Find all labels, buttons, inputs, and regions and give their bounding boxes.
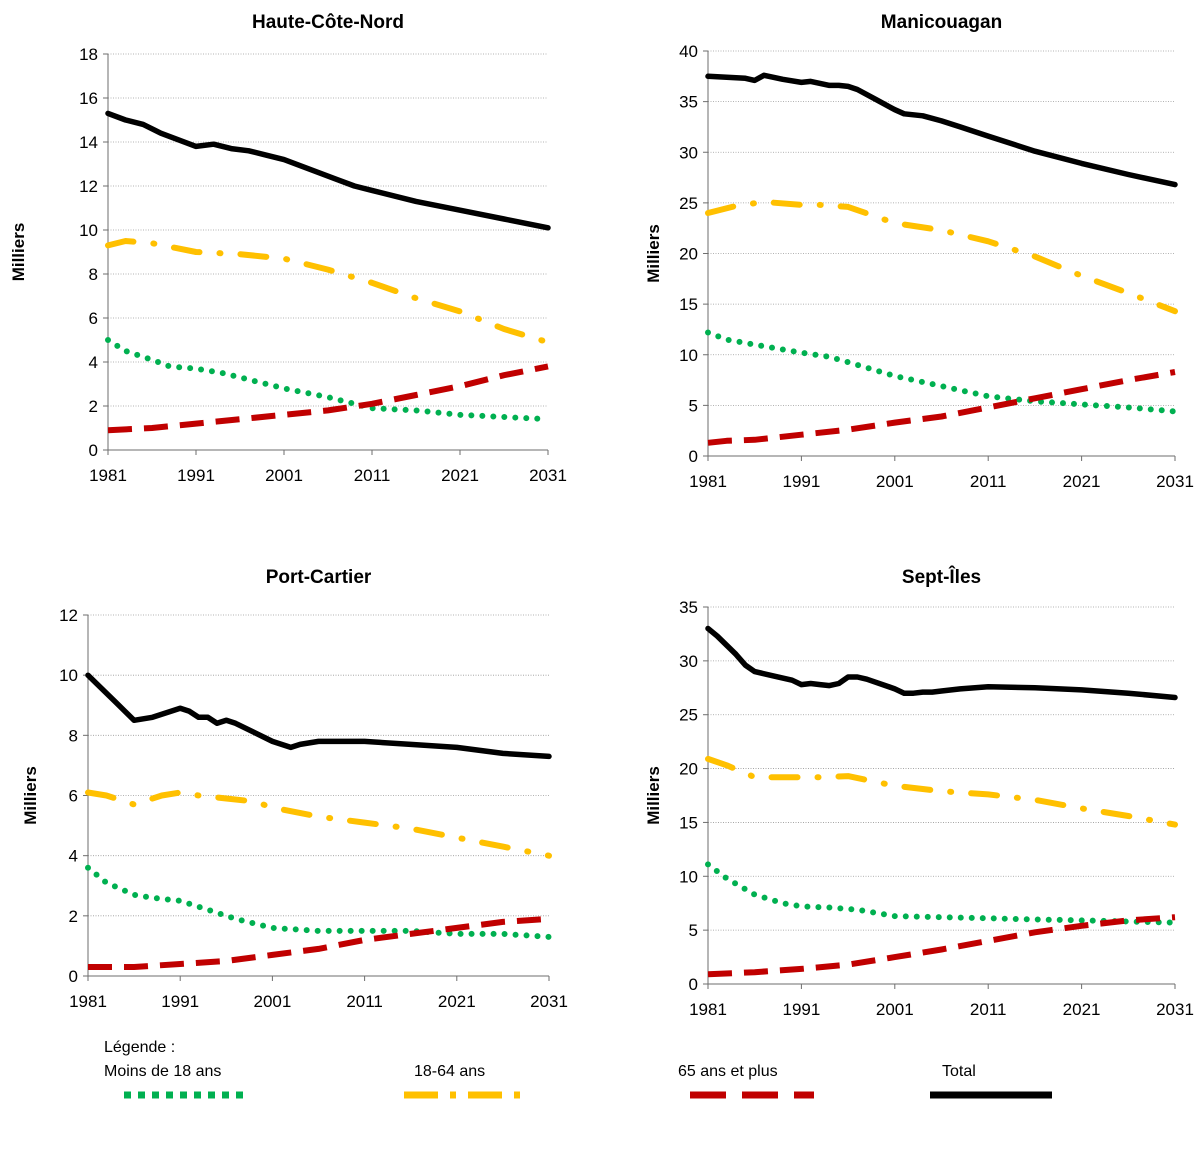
chart-1-y-tick-label: 8	[89, 265, 98, 284]
chart-1-y-tick-label: 2	[89, 397, 98, 416]
chart-4-y-tick-label: 10	[679, 867, 698, 886]
chart-1-y-tick-label: 0	[89, 441, 98, 460]
chart-4-y-tick-label: 5	[689, 921, 698, 940]
chart-2-y-tick-label: 30	[679, 143, 698, 162]
chart-1-x-tick-label: 2031	[529, 466, 567, 485]
chart-1-y-tick-label: 18	[79, 45, 98, 64]
chart-2-y-tick-label: 20	[679, 245, 698, 264]
chart-4-x-tick-label: 2001	[876, 1000, 914, 1019]
chart-3-x-tick-label: 1981	[69, 992, 107, 1011]
chart-1-y-tick-label: 12	[79, 177, 98, 196]
chart-4: Sept-Îles 0 5 10 15 20 25 30 35 1981 1991 2001 2011 2…	[644, 566, 1194, 1019]
chart-2-y-tick-label: 15	[679, 295, 698, 314]
chart-3-y-tick-label: 0	[69, 967, 78, 986]
chart-1-series-65-ans-et-plus	[107, 363, 549, 434]
chart-3-x-tick-label: 2011	[346, 992, 383, 1011]
chart-4-x-tick-label: 2011	[970, 1000, 1007, 1019]
chart-2-series-total	[705, 72, 1178, 188]
legend-label-total: Total	[942, 1063, 976, 1080]
chart-4-y-tick-label: 15	[679, 813, 698, 832]
chart-3-x-tick-label: 2031	[530, 992, 568, 1011]
chart-4-y-tick-label: 0	[689, 975, 698, 994]
chart-2-y-tick-label: 35	[679, 93, 698, 112]
chart-2-y-tick-label: 10	[679, 346, 698, 365]
chart-2-x-tick-label: 2001	[876, 472, 914, 491]
chart-3-y-tick-label: 2	[69, 907, 78, 926]
chart-1-y-tick-label: 6	[89, 309, 98, 328]
chart-4-y-tick-label: 25	[679, 706, 698, 725]
chart-3-title: Port-Cartier	[266, 567, 372, 588]
chart-1-series-18-64-ans	[105, 238, 551, 346]
chart-4-y-axis-title: Milliers	[644, 766, 663, 825]
chart-4-series-moins-de-18-ans	[705, 861, 1178, 926]
chart-3-series-total	[85, 672, 552, 760]
chart-4-title: Sept-Îles	[902, 566, 981, 588]
chart-3-x-tick-label: 2001	[253, 992, 291, 1011]
chart-3-y-tick-label: 8	[69, 726, 78, 745]
legend-label-65-ans-et-plus: 65 ans et plus	[678, 1063, 778, 1080]
chart-3-x-tick-label: 2021	[438, 992, 476, 1011]
legend-heading: Légende :	[104, 1039, 175, 1056]
chart-1-series-total	[105, 110, 551, 231]
chart-3-series-65-ans-et-plus	[88, 915, 550, 970]
chart-2-series-moins-de-18-ans	[705, 329, 1178, 415]
chart-1-y-tick-label: 16	[79, 89, 98, 108]
legend-label-18-64-ans: 18-64 ans	[414, 1063, 485, 1080]
chart-1-series-moins-de-18-ans	[105, 337, 551, 423]
chart-2-y-tick-label: 0	[689, 447, 698, 466]
chart-4-x-tick-label: 1981	[689, 1000, 727, 1019]
chart-1-title: Haute-Côte-Nord	[252, 12, 404, 33]
chart-1-y-axis-title: Milliers	[9, 223, 28, 282]
chart-2-x-tick-label: 2031	[1156, 472, 1194, 491]
chart-3-y-tick-label: 12	[59, 606, 78, 625]
chart-1: Haute-Côte-Nord 0 2 4 6 8 10 12 14 16 18 1981 1991 20…	[9, 12, 567, 485]
chart-2: Manicouagan 0 5 10 15 20 25 30 35 40 1981 1991 2001 2…	[644, 12, 1194, 491]
chart-2-title: Manicouagan	[881, 12, 1002, 33]
chart-4-y-tick-label: 20	[679, 760, 698, 779]
chart-4-x-tick-label: 2021	[1063, 1000, 1101, 1019]
chart-1-y-tick-label: 4	[89, 353, 98, 372]
chart-2-x-tick-label: 1991	[782, 472, 820, 491]
chart-2-y-tick-label: 40	[679, 42, 698, 61]
chart-4-series-total	[705, 625, 1178, 701]
chart-1-y-tick-label: 14	[79, 133, 98, 152]
chart-4-x-tick-label: 1991	[782, 1000, 820, 1019]
chart-1-x-tick-label: 1981	[89, 466, 127, 485]
chart-2-series-18-64-ans	[705, 198, 1178, 315]
chart-3-y-tick-label: 4	[69, 847, 78, 866]
chart-4-y-tick-label: 35	[679, 598, 698, 617]
chart-1-x-tick-label: 2001	[265, 466, 303, 485]
chart-2-series-65-ans-et-plus	[707, 369, 1176, 446]
chart-3-series-18-64-ans	[85, 789, 552, 859]
chart-3-x-tick-label: 1991	[161, 992, 199, 1011]
chart-4-series-18-64-ans	[705, 755, 1178, 828]
chart-2-x-tick-label: 1981	[689, 472, 727, 491]
chart-2-y-tick-label: 5	[689, 396, 698, 415]
chart-1-x-tick-label: 2021	[441, 466, 479, 485]
chart-3-series-moins-de-18-ans	[85, 864, 552, 940]
chart-2-y-tick-label: 25	[679, 194, 698, 213]
chart-4-y-tick-label: 30	[679, 652, 698, 671]
chart-1-y-tick-label: 10	[79, 221, 98, 240]
legend-label-moins-de-18-ans: Moins de 18 ans	[104, 1063, 221, 1080]
chart-3: Port-Cartier 0 2 4 6 8 10 12 1981 1991 2001 2011 202…	[21, 567, 568, 1011]
chart-3-y-tick-label: 6	[69, 787, 78, 806]
chart-2-x-tick-label: 2011	[970, 472, 1007, 491]
chart-4-series-65-ans-et-plus	[707, 914, 1176, 978]
chart-1-x-tick-label: 1991	[177, 466, 215, 485]
chart-2-y-axis-title: Milliers	[644, 224, 663, 283]
legend: Légende : Moins de 18 ans 18-64 ans 65 ans…	[104, 1039, 1052, 1099]
chart-2-x-tick-label: 2021	[1063, 472, 1101, 491]
chart-1-x-tick-label: 2011	[354, 466, 391, 485]
chart-3-y-tick-label: 10	[59, 666, 78, 685]
chart-4-x-tick-label: 2031	[1156, 1000, 1194, 1019]
chart-3-y-axis-title: Milliers	[21, 766, 40, 825]
